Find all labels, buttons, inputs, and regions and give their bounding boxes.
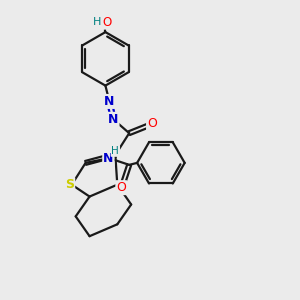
Text: O: O — [103, 16, 112, 29]
Text: N: N — [104, 95, 115, 108]
Text: N: N — [108, 113, 118, 126]
Text: O: O — [116, 181, 126, 194]
Text: O: O — [147, 117, 157, 130]
Text: H: H — [93, 17, 102, 27]
Text: S: S — [65, 178, 74, 191]
Text: N: N — [103, 152, 114, 165]
Text: H: H — [111, 146, 119, 156]
